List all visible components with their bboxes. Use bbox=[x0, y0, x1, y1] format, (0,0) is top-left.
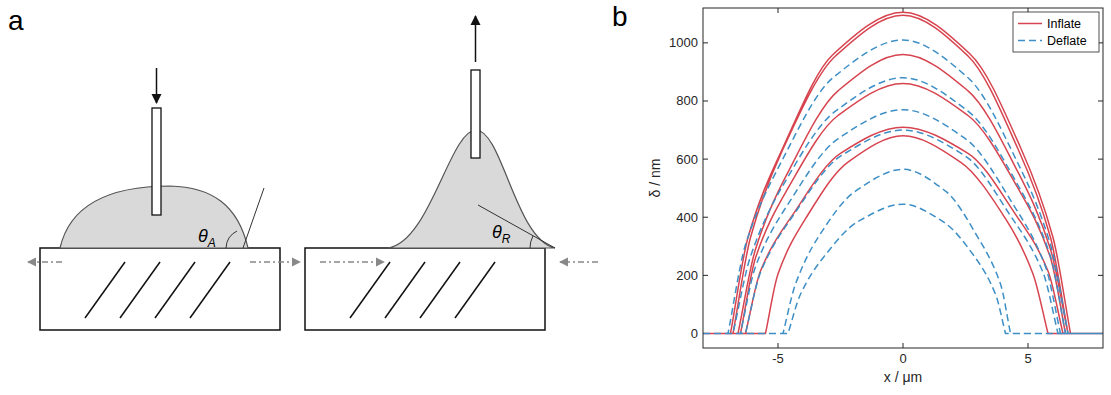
plot-area bbox=[703, 8, 1103, 348]
angle-label: θA bbox=[198, 226, 216, 250]
arrow-down bbox=[156, 68, 158, 103]
arrow-up bbox=[475, 16, 477, 62]
spread-arrow bbox=[250, 261, 300, 262]
shrink-arrow bbox=[320, 261, 384, 262]
legend-swatch bbox=[1018, 23, 1042, 25]
spread-arrow bbox=[28, 261, 62, 262]
panel-label: a bbox=[8, 5, 24, 36]
y-tick-label: 1000 bbox=[669, 35, 698, 50]
substrate bbox=[40, 248, 280, 330]
angle-subscript: R bbox=[502, 232, 511, 246]
legend-swatch bbox=[1018, 40, 1042, 42]
legend-label: Inflate bbox=[1047, 17, 1081, 31]
x-tick bbox=[903, 343, 904, 348]
chart: -5 0 5 0 200 400 600 800 1000 x / μm δ / nm Inflate… bbox=[647, 8, 1103, 385]
angle-arc bbox=[226, 231, 237, 248]
substrate bbox=[305, 248, 545, 330]
y-tick bbox=[1098, 217, 1103, 218]
y-tick-label: 800 bbox=[676, 93, 698, 108]
data-group bbox=[703, 12, 1103, 333]
y-tick bbox=[703, 42, 708, 43]
angle-label: θR bbox=[492, 222, 511, 246]
y-tick-label: 0 bbox=[691, 326, 698, 341]
hatch bbox=[190, 262, 230, 318]
y-tick bbox=[703, 100, 708, 101]
y-tick bbox=[1098, 100, 1103, 101]
shrink-arrow bbox=[560, 261, 598, 262]
hatch bbox=[120, 262, 160, 318]
y-tick bbox=[703, 217, 708, 218]
y-tick-label: 200 bbox=[676, 268, 698, 283]
diagram: θA θR bbox=[28, 16, 598, 330]
plot-frame bbox=[703, 8, 1103, 348]
hatch bbox=[420, 262, 460, 318]
hatch bbox=[385, 262, 425, 318]
legend-label: Deflate bbox=[1047, 34, 1087, 48]
y-tick bbox=[1098, 159, 1103, 160]
series-line bbox=[703, 12, 1103, 333]
hatch bbox=[455, 262, 495, 318]
y-tick-label: 400 bbox=[676, 210, 698, 225]
y-axis-title: δ / nm bbox=[647, 159, 663, 198]
panel-label: b bbox=[612, 1, 628, 32]
needle bbox=[152, 108, 161, 215]
x-axis-title: x / μm bbox=[884, 369, 922, 385]
legend-box bbox=[1013, 12, 1099, 52]
figure: a b θA θR -5 0 5 0 200 400 600 800 1000 x / μm δ / nm I… bbox=[0, 0, 1111, 395]
series-line bbox=[703, 40, 1103, 334]
angle-subscript: A bbox=[207, 236, 216, 250]
tangent-line bbox=[478, 205, 555, 248]
legend: Inflate Deflate bbox=[1013, 12, 1099, 52]
y-tick bbox=[703, 159, 708, 160]
x-tick bbox=[778, 343, 779, 348]
hatch bbox=[155, 262, 195, 318]
x-tick bbox=[1028, 343, 1029, 348]
x-tick-label: -5 bbox=[772, 351, 784, 366]
angle-arc bbox=[530, 236, 533, 248]
x-tick-label: 5 bbox=[1024, 351, 1031, 366]
x-tick-label: 0 bbox=[899, 351, 906, 366]
hatch bbox=[350, 262, 390, 318]
x-tick bbox=[778, 8, 779, 13]
y-tick bbox=[1098, 275, 1103, 276]
needle bbox=[471, 70, 480, 158]
y-tick bbox=[703, 275, 708, 276]
y-tick-label: 600 bbox=[676, 152, 698, 167]
hatch bbox=[85, 262, 125, 318]
tangent-line bbox=[243, 188, 264, 248]
